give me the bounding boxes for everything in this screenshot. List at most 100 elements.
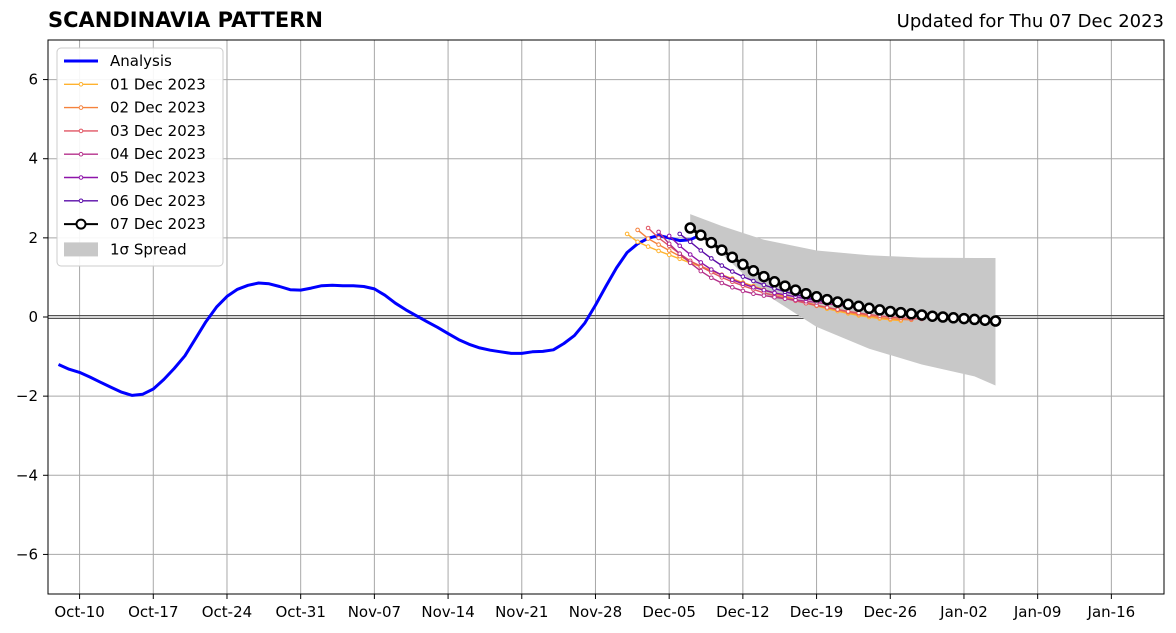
legend-marker: [78, 82, 84, 87]
x-tick-label: Oct-10: [54, 603, 104, 621]
x-tick-label: Jan-16: [1087, 603, 1136, 621]
x-tick-label: Oct-24: [202, 603, 252, 621]
forecast-point: [687, 239, 693, 245]
forecast-point: [761, 287, 767, 293]
forecast-point: [831, 296, 844, 308]
forecast-point: [687, 260, 693, 266]
forecast-point: [677, 251, 683, 256]
forecast-point: [698, 264, 704, 270]
forecast-point: [709, 267, 714, 272]
forecast-point: [730, 285, 735, 290]
updated-label: Updated for Thu 07 Dec 2023: [896, 11, 1164, 32]
legend-marker: [78, 198, 84, 204]
forecast-point: [824, 305, 830, 310]
y-tick-label: −4: [16, 466, 38, 484]
forecast-point: [810, 291, 823, 303]
forecast-point: [656, 235, 661, 241]
y-tick-label: −2: [16, 387, 38, 405]
forecast-point: [705, 236, 718, 249]
forecast-point: [709, 275, 714, 281]
forecast-point: [719, 272, 725, 278]
forecast-point: [730, 277, 735, 283]
forecast-point: [656, 248, 661, 254]
forecast-point: [645, 236, 651, 241]
legend-label: 07 Dec 2023: [110, 215, 206, 233]
legend-label: 04 Dec 2023: [110, 145, 206, 163]
x-tick-label: Jan-02: [939, 603, 988, 621]
forecast-point: [740, 288, 746, 294]
forecast-point: [863, 302, 875, 315]
forecast-point: [926, 310, 939, 322]
forecast-point: [968, 313, 981, 326]
forecast-point: [719, 280, 725, 286]
forecast-point: [635, 227, 640, 233]
legend-label: 02 Dec 2023: [110, 99, 206, 117]
chart-title: SCANDINAVIA PATTERN: [48, 8, 323, 32]
forecast-point: [698, 260, 704, 265]
forecast-point: [684, 222, 696, 234]
forecast-point: [873, 304, 886, 316]
legend: Analysis 01 Dec 2023 02 Dec 2023 03 Dec 202…: [56, 47, 224, 267]
analysis-line: [57, 233, 702, 397]
legend-marker: [75, 218, 87, 230]
forecast-point: [666, 233, 672, 239]
forecast-point: [989, 315, 1002, 327]
forecast-point: [782, 296, 788, 302]
forecast-point: [842, 298, 854, 311]
forecast-point: [779, 280, 791, 292]
x-tick-label: Oct-31: [275, 603, 325, 621]
forecast-point: [772, 294, 777, 300]
forecast-point: [666, 241, 672, 247]
forecast-point: [979, 314, 991, 326]
x-tick-label: Dec-05: [642, 603, 696, 621]
forecast-point: [677, 243, 683, 249]
x-tick-label: Dec-26: [863, 603, 917, 621]
legend-label: 1σ Spread: [110, 240, 187, 258]
forecast-point: [698, 248, 704, 253]
forecast-point: [740, 281, 746, 287]
forecast-point: [937, 311, 949, 323]
forecast-point: [635, 239, 640, 245]
forecast-point: [916, 309, 928, 321]
forecast-point: [761, 293, 767, 298]
forecast-point: [740, 274, 746, 279]
forecast-point: [835, 307, 840, 312]
forecast-point: [800, 287, 812, 300]
forecast-point: [726, 251, 739, 263]
forecast-point: [666, 252, 672, 258]
forecast-point: [719, 263, 725, 268]
y-tick-label: 2: [28, 229, 38, 247]
forecast-point: [768, 276, 781, 288]
forecast-point: [730, 269, 735, 274]
forecast-point: [845, 309, 851, 314]
forecast-point: [884, 305, 897, 318]
x-tick-label: Dec-19: [790, 603, 844, 621]
y-tick-label: 0: [28, 308, 38, 326]
forecast-point: [656, 242, 661, 247]
forecast-point: [698, 268, 704, 274]
forecast-point: [758, 270, 770, 283]
legend-marker: [78, 105, 84, 110]
legend-label: 01 Dec 2023: [110, 75, 206, 93]
forecast-point: [821, 293, 833, 306]
x-tick-label: Jan-09: [1013, 603, 1062, 621]
forecast-point: [656, 229, 661, 235]
y-tick-label: 6: [28, 71, 38, 89]
forecast-point: [958, 312, 970, 325]
forecast-point: [645, 225, 651, 231]
x-tick-label: Dec-12: [716, 603, 770, 621]
forecast-point: [666, 248, 672, 253]
forecast-point: [751, 278, 756, 284]
forecast-point: [677, 231, 683, 237]
x-tick-label: Nov-07: [348, 603, 401, 621]
x-tick-label: Oct-17: [128, 603, 178, 621]
y-tick-label: −6: [16, 545, 38, 563]
forecast-point: [624, 231, 630, 237]
forecast-point: [645, 244, 651, 249]
x-tick-label: Nov-21: [495, 603, 548, 621]
forecast-point: [761, 282, 767, 288]
forecast-point: [772, 290, 777, 296]
legend-label: 05 Dec 2023: [110, 169, 206, 187]
